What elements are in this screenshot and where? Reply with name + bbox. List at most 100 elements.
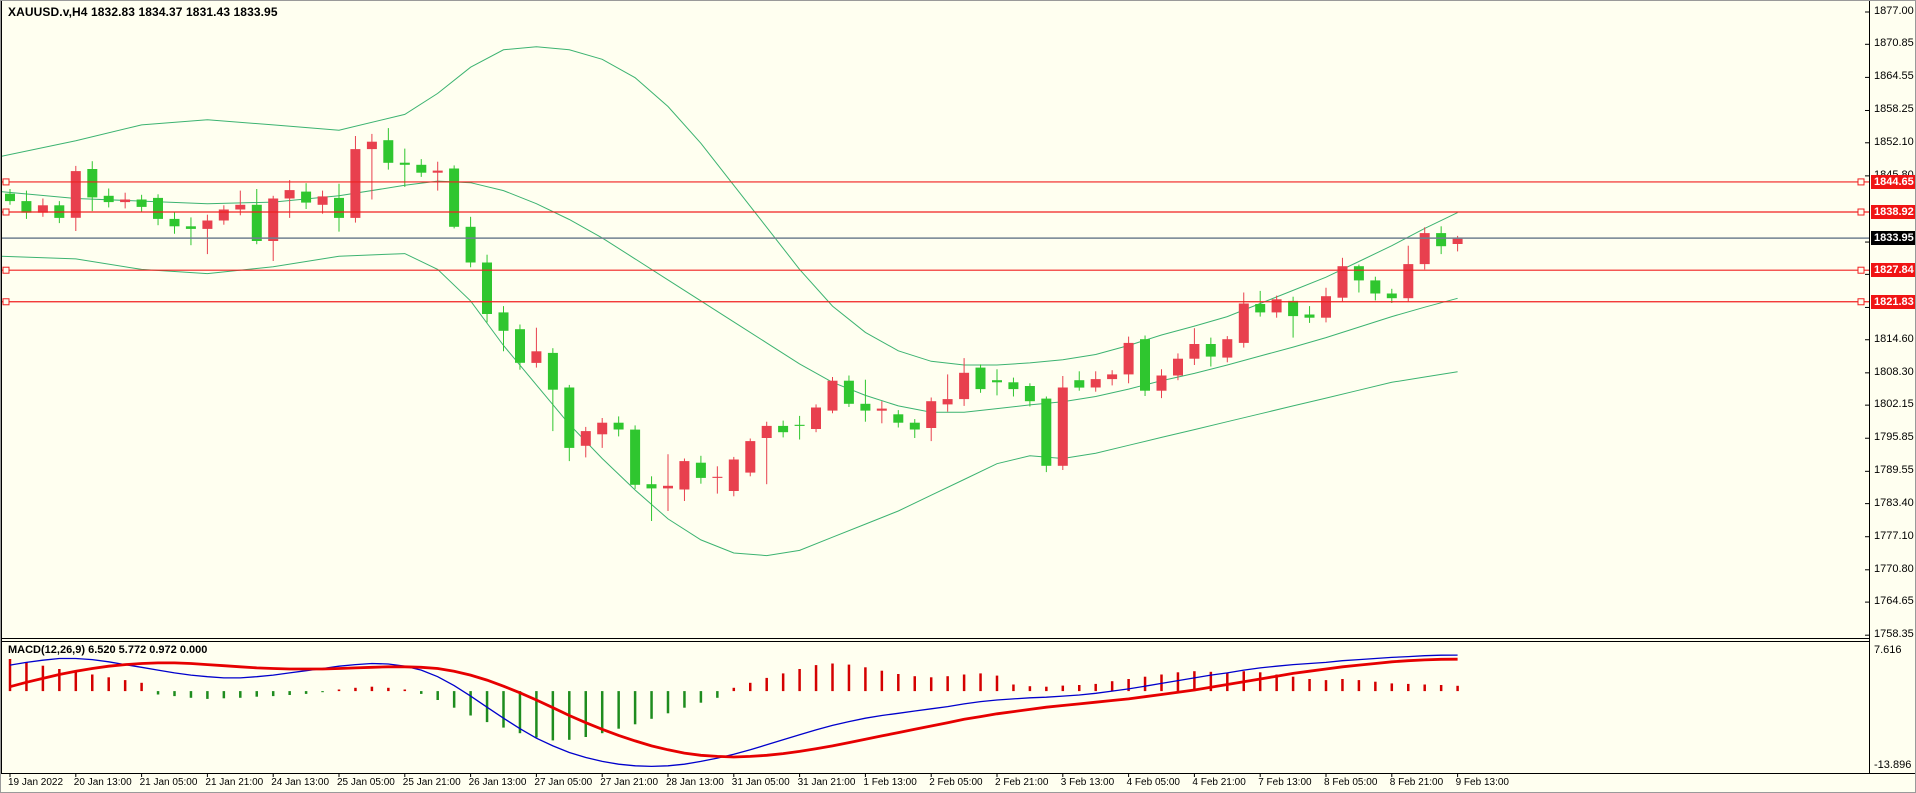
time-tick-label: 9 Feb 13:00 (1455, 777, 1509, 788)
candle-body (1436, 233, 1447, 247)
candle-body (745, 441, 756, 473)
price-tick-label: 1789.55 (1874, 464, 1914, 477)
time-tick-label: 31 Jan 21:00 (797, 777, 856, 788)
candle-body (284, 190, 295, 199)
hline-drag-handle[interactable] (2, 266, 10, 274)
candle-body (679, 461, 690, 490)
candle-body (482, 262, 492, 314)
candle-body (1024, 386, 1035, 402)
hline-drag-handle[interactable] (1857, 298, 1865, 306)
candle-body (959, 372, 970, 400)
candle-body (1090, 379, 1101, 388)
candle-body (1205, 344, 1216, 357)
price-tick-label: 1877.00 (1874, 5, 1914, 17)
time-tick-label: 2 Feb 21:00 (995, 777, 1049, 788)
candle-body (827, 380, 838, 411)
symbol-title: XAUUSD.v,H4 1832.83 1834.37 1831.43 1833… (8, 5, 278, 19)
candle-body (1403, 264, 1414, 299)
candle-body (350, 149, 361, 218)
candle-body (1189, 344, 1200, 359)
candle-body (1304, 314, 1315, 318)
time-tick-label: 4 Feb 05:00 (1126, 777, 1180, 788)
time-tick-label: 4 Feb 21:00 (1192, 777, 1246, 788)
time-tick-label: 21 Jan 05:00 (139, 777, 198, 788)
hline-drag-handle[interactable] (2, 298, 10, 306)
candle-body (136, 199, 147, 207)
candle-body (564, 387, 575, 448)
candle-body (1288, 300, 1299, 317)
candle-body (1107, 374, 1118, 380)
candle-body (1008, 382, 1019, 390)
candle-body (1337, 266, 1348, 298)
candle-body (399, 162, 410, 165)
time-tick-label: 2 Feb 05:00 (929, 777, 983, 788)
candle-body (893, 414, 904, 423)
candle-body (728, 459, 739, 491)
price-tick-label: 1795.85 (1874, 431, 1914, 444)
candle-body (153, 197, 163, 219)
time-tick-label: 3 Feb 13:00 (1060, 777, 1115, 788)
time-tick-label: 27 Jan 05:00 (534, 777, 593, 788)
hline-drag-handle[interactable] (2, 208, 10, 216)
candle-body (87, 169, 98, 198)
candle-body (1386, 293, 1397, 299)
candle-body (498, 312, 509, 331)
time-tick-label: 7 Feb 13:00 (1258, 777, 1312, 788)
hline-drag-handle[interactable] (2, 178, 10, 186)
time-tick-label: 26 Jan 13:00 (468, 777, 527, 788)
candle-body (547, 352, 558, 390)
candle-body (1271, 299, 1282, 313)
candle-body (1353, 266, 1364, 281)
price-tick-label: 1802.15 (1874, 398, 1914, 411)
time-tick-label: 1 Feb 13:00 (863, 777, 917, 788)
hline-drag-handle[interactable] (1857, 178, 1865, 186)
bollinger-upper-band (1, 46, 1458, 366)
candle-body (580, 431, 591, 446)
time-tick-label: 20 Jan 13:00 (73, 777, 132, 788)
macd-axis-min: -13.896 (1874, 759, 1912, 771)
candle-body (383, 140, 394, 163)
candle-body (235, 204, 246, 210)
candle-body (695, 462, 706, 478)
time-tick-label: 31 Jan 05:00 (731, 777, 790, 788)
candle-body (712, 476, 723, 478)
time-tick-label: 25 Jan 05:00 (337, 777, 395, 788)
hline-drag-handle[interactable] (1857, 208, 1865, 216)
candle-body (1370, 280, 1381, 294)
candle-body (531, 351, 542, 363)
candle-body (301, 191, 312, 203)
candle-body (1238, 303, 1249, 343)
hline-drag-handle[interactable] (1857, 266, 1865, 274)
candle-body (663, 485, 673, 489)
candle-body (1452, 238, 1463, 244)
candle-body (416, 164, 427, 173)
price-tick-label: 1783.40 (1874, 496, 1914, 509)
candle-body (942, 399, 953, 405)
price-tick-label: 1864.55 (1874, 70, 1914, 83)
candle-body (317, 196, 328, 205)
candle-body (334, 197, 344, 218)
candle-body (202, 220, 213, 229)
candle-body (876, 408, 887, 411)
macd-histogram (8, 659, 1459, 741)
time-tick-label: 21 Jan 21:00 (205, 777, 264, 788)
candle-body (1057, 387, 1068, 466)
price-tick-label: 1770.80 (1874, 562, 1914, 575)
price-tick-label: 1777.10 (1874, 529, 1914, 542)
time-tick-label: 8 Feb 05:00 (1324, 777, 1378, 788)
candle-body (169, 218, 180, 227)
candle-body (185, 226, 196, 229)
time-tick-label: 19 Jan 2022 (8, 777, 64, 788)
candle-body (843, 380, 854, 404)
price-tick-label: 1852.10 (1874, 135, 1914, 148)
price-tick-label: 1814.60 (1874, 332, 1914, 345)
candle-body (1255, 304, 1266, 313)
candle-body (218, 209, 229, 221)
candle-body (1419, 233, 1430, 265)
candle-body (366, 141, 377, 150)
candle-body (70, 171, 81, 218)
candle-body (515, 329, 525, 363)
macd-signal-line (9, 657, 1458, 759)
